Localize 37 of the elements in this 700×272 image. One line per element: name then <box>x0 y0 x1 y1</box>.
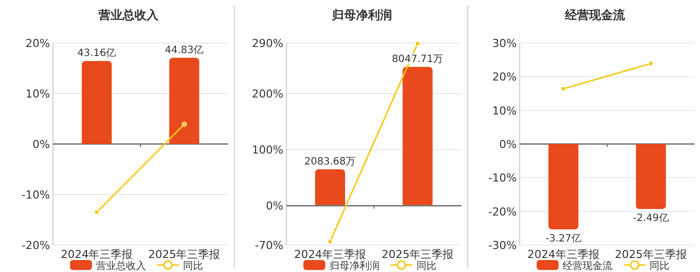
legend-label: 营业总收入 <box>96 260 146 272</box>
x-tick-label: 2025年三季报 <box>614 248 687 261</box>
y-tick-label: 0% <box>32 138 50 151</box>
legend-label: 同比 <box>416 260 436 272</box>
y-tick-label: 10% <box>26 88 50 100</box>
y-tick-label: 30% <box>492 37 517 50</box>
x-tick-label: 2024年三季报 <box>294 248 366 261</box>
legend-label: 同比 <box>183 260 203 272</box>
data-label: 44.83亿 <box>164 44 204 56</box>
legend-label: 同比 <box>650 260 670 272</box>
y-tick-label: 290% <box>252 37 284 50</box>
data-label: -3.27亿 <box>545 233 582 244</box>
y-tick-label: -20% <box>488 205 517 218</box>
y-tick-label: 200% <box>252 88 284 100</box>
legend-label: 归母净利润 <box>329 260 380 272</box>
y-tick-label: -10% <box>22 188 50 202</box>
data-label: 43.16亿 <box>77 48 116 59</box>
y-tick-label: 20% <box>492 70 517 84</box>
y-tick-label: -70% <box>254 239 284 252</box>
chart-title: 归母净利润 <box>330 8 392 22</box>
chart-title: 营业总收入 <box>98 8 160 22</box>
y-tick-label: 20% <box>26 37 50 50</box>
y-tick-label: 0% <box>499 138 517 151</box>
data-label: 2083.68万 <box>304 156 356 168</box>
legend-label: 经营现金流 <box>562 260 613 272</box>
y-tick-label: -10% <box>488 172 517 185</box>
x-tick-label: 2024年三季报 <box>527 248 600 261</box>
y-tick-label: -30% <box>488 239 517 252</box>
data-label: -2.49亿 <box>632 212 669 224</box>
y-tick-label: -20% <box>22 239 50 252</box>
x-tick-label: 2024年三季报 <box>60 248 133 261</box>
y-tick-label: 0% <box>266 200 284 213</box>
x-tick-label: 2025年三季报 <box>148 248 220 261</box>
chart-title: 经营现金流 <box>564 8 626 22</box>
y-tick-label: 10% <box>492 104 517 118</box>
y-tick-label: 100% <box>252 144 284 157</box>
x-tick-label: 2025年三季报 <box>382 248 454 261</box>
